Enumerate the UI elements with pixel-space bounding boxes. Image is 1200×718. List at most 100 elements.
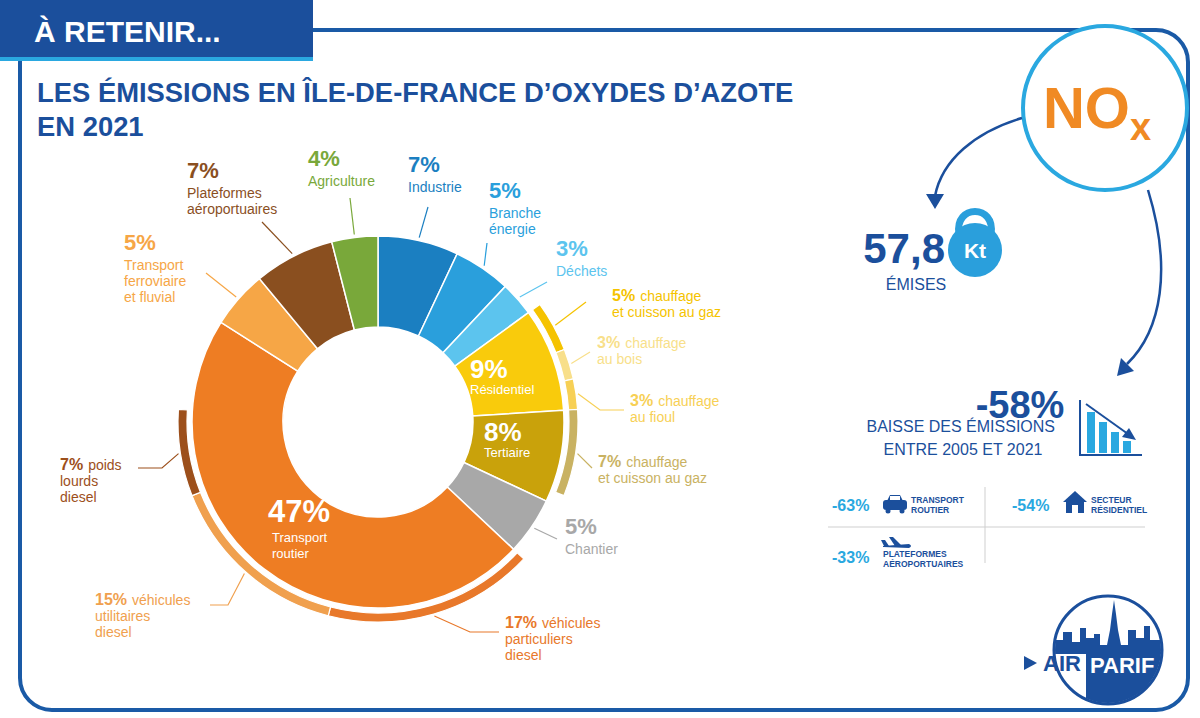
sector-change: -33% <box>832 549 869 566</box>
pollutant-circle <box>1023 26 1187 190</box>
breakdown-value-label: 3% <box>597 334 620 351</box>
breakdown-arc <box>533 304 565 352</box>
text-line: Transport <box>272 530 331 545</box>
sector-label: PLATEFORMES AÉROPORTUAIRES <box>883 549 964 569</box>
leader-line <box>555 302 586 325</box>
text-line: SECTEUR <box>1091 495 1134 505</box>
breakdown-name-label: véhicules particuliers diesel <box>505 615 604 663</box>
slice-name-label: Branche énergie <box>489 205 545 237</box>
text-line: poids <box>88 457 125 473</box>
breakdown-arc <box>556 349 573 380</box>
text-line: au bois <box>597 351 642 367</box>
text-line: TRANSPORT <box>911 495 966 505</box>
breakdown-arc <box>556 409 578 495</box>
leader-line <box>578 454 593 468</box>
icon-house <box>1066 501 1084 513</box>
text-line: chauffage <box>625 335 690 351</box>
text-line: RÉSIDENTIEL <box>1091 505 1147 515</box>
text-line: AÉROPORTUAIRES <box>883 559 964 569</box>
slice-name-label: Transport ferroviaire et fluvial <box>124 257 190 305</box>
infographic: À RETENIR...LES ÉMISSIONS EN ÎLE-DE-FRAN… <box>0 0 1200 718</box>
banner-stripe <box>0 57 313 61</box>
icon-plane <box>889 537 902 546</box>
breakdown-value-label: 7% <box>598 453 621 470</box>
icon-bar <box>1123 441 1131 453</box>
text-line: Chantier <box>565 541 618 557</box>
leader-line <box>578 394 624 410</box>
slice-name-label: Déchets <box>556 263 607 279</box>
icon-house <box>1072 505 1078 513</box>
text-line: Déchets <box>556 263 607 279</box>
slice-value-label: 5% <box>489 178 521 203</box>
slice-value-label: 5% <box>565 514 597 539</box>
leader-line <box>520 282 547 297</box>
text-line: EN 2021 <box>37 111 144 142</box>
leader-line <box>210 574 244 606</box>
text-line: utilitaires <box>95 608 154 624</box>
sector-label: SECTEUR RÉSIDENTIEL <box>1091 495 1147 515</box>
leader-line <box>534 528 557 539</box>
icon-axis <box>1080 400 1142 455</box>
icon-bar <box>1111 432 1119 453</box>
frame <box>20 30 1188 710</box>
icon-car <box>890 496 900 500</box>
breakdown-ring <box>178 304 578 622</box>
text-line: diesel <box>60 489 97 505</box>
slice-value-label: 7% <box>408 152 440 177</box>
icon-bar <box>1099 422 1107 453</box>
leader-line <box>262 222 292 254</box>
text-line: au fioul <box>630 409 675 425</box>
breakdown-name-label: chauffage et cuisson au gaz <box>612 288 721 320</box>
icon-plane <box>881 540 889 546</box>
slice-name-label: Tertiaire <box>484 445 530 460</box>
logo-skyline <box>1050 600 1166 654</box>
text-line: et cuisson au gaz <box>598 470 707 486</box>
icon-car <box>900 509 905 514</box>
text-line: Résidentiel <box>470 382 534 397</box>
sector-change: -54% <box>1012 497 1049 514</box>
slice-name-label: Chantier <box>565 541 618 557</box>
icon-car <box>883 500 907 510</box>
text-line: chauffage <box>658 393 723 409</box>
text-line: aéroportuaires <box>187 201 277 217</box>
total: 57,8 <box>863 225 945 272</box>
arrow <box>935 118 1022 196</box>
logo-triangle <box>1024 656 1037 670</box>
change-caption: BAISSE DES ÉMISSIONS ENTRE 2005 ET 2021 <box>867 417 1060 458</box>
pollutant: NOx <box>1043 75 1151 148</box>
slice-value-label: 9% <box>470 354 508 384</box>
breakdown-name-label: véhicules utilitaires diesel <box>95 592 194 640</box>
text-line: diesel <box>95 624 132 640</box>
icon-house <box>1063 491 1087 502</box>
text-line: Plateformes <box>187 185 266 201</box>
slice-name-label: Plateformes aéroportuaires <box>187 185 277 217</box>
breakdown-arc <box>565 379 578 410</box>
slice-value-label: 3% <box>556 236 588 261</box>
breakdown-value-label: 3% <box>630 392 653 409</box>
banner-text: À RETENIR... <box>34 15 221 48</box>
leader-line <box>419 207 428 238</box>
text-line: Branche <box>489 205 545 221</box>
text-line: énergie <box>489 221 536 237</box>
icon-bar <box>1087 412 1095 453</box>
breakdown-name-label: chauffage au bois <box>597 335 690 367</box>
pollutant-base: NO <box>1043 75 1130 140</box>
text-line: PLATEFORMES <box>883 549 949 559</box>
breakdown-arc <box>328 553 524 622</box>
breakdown-value-label: 7% <box>60 456 83 473</box>
text-line: diesel <box>505 647 542 663</box>
text-line: et fluvial <box>124 289 175 305</box>
arrow-head <box>926 194 944 209</box>
leader-line <box>138 454 179 468</box>
divider <box>828 527 1145 528</box>
donut <box>192 236 564 608</box>
slice-value-label: 4% <box>308 146 340 171</box>
slice-value-label: 5% <box>124 230 156 255</box>
text-line: lourds <box>60 473 102 489</box>
breakdown-name-label: poids lourds diesel <box>60 457 125 505</box>
slice-value-label: 7% <box>187 158 219 183</box>
slice-value-label: 47% <box>268 494 330 529</box>
slice <box>332 236 378 330</box>
text-line: véhicules <box>542 615 604 631</box>
breakdown-name-label: chauffage et cuisson au gaz <box>598 454 707 486</box>
